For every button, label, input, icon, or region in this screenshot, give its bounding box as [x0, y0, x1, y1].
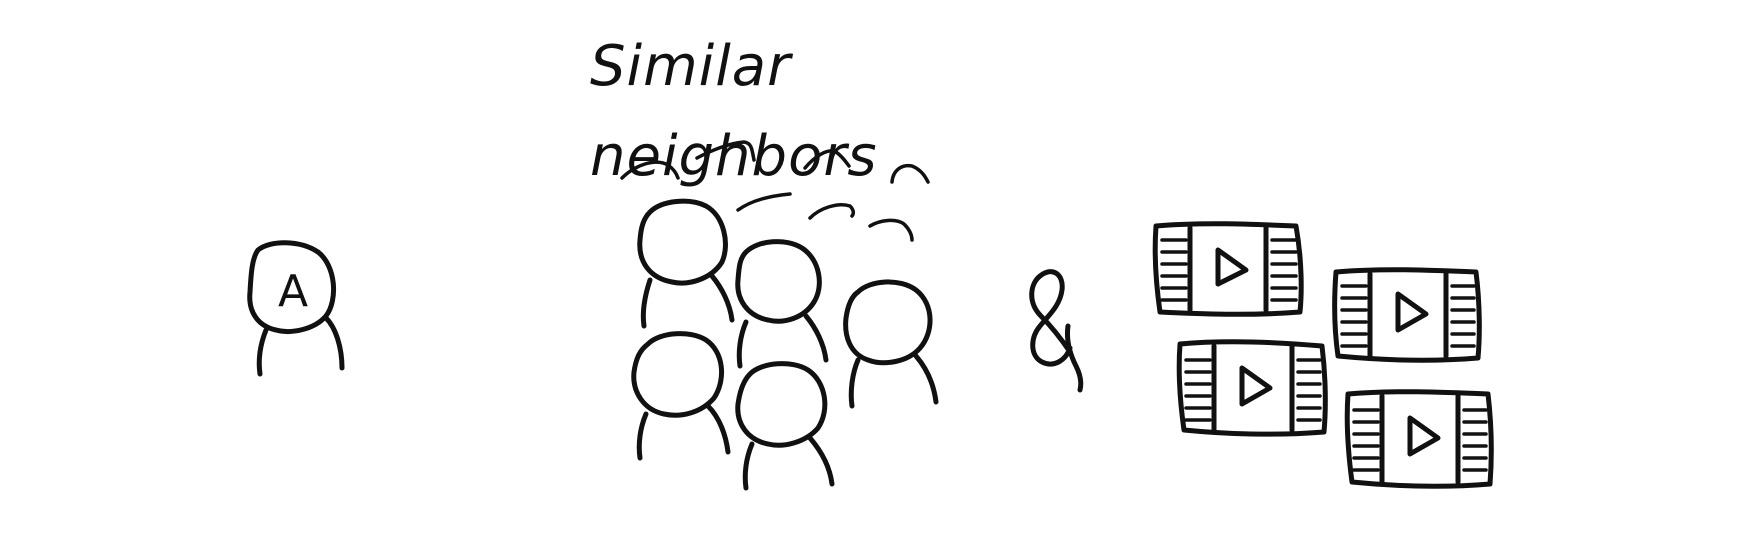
neighbor-2-right-shoulder [803, 313, 829, 363]
neighbor-hair-3 [803, 149, 851, 170]
diagram-title: Similar neighbors [590, 34, 878, 189]
video-card-2 [1332, 267, 1482, 363]
video-card-1-perf-left [1160, 238, 1188, 302]
neighbor-3-left-shoulder [848, 357, 861, 409]
video-card-4-perf-left [1352, 408, 1380, 472]
neighbor-hair-7 [868, 218, 914, 242]
video-card-1-perf-right [1270, 238, 1298, 302]
video-card-3-perf-left [1184, 358, 1212, 422]
video-card-3-play-icon [1239, 365, 1273, 407]
neighbor-hair-2 [695, 140, 756, 162]
video-card-3-frame [1176, 339, 1328, 437]
user-a-figure: A [247, 240, 345, 377]
user-a-label: A [278, 266, 308, 317]
video-card-4 [1344, 389, 1494, 489]
neighbor-hair-6 [808, 203, 856, 220]
neighbor-1-head [637, 198, 728, 286]
neighbor-1-right-shoulder [709, 273, 735, 323]
neighbor-hair-4 [890, 163, 930, 184]
video-card-4-play-icon [1407, 415, 1441, 457]
user-a-left-shoulder [256, 327, 269, 377]
neighbor-2-left-shoulder [736, 319, 749, 369]
items-group [1152, 221, 1494, 489]
user-a-right-shoulder [323, 315, 345, 371]
video-card-2-perf-left [1340, 284, 1368, 348]
neighbor-4-right-shoulder [705, 403, 731, 455]
ampersand-text: & [1040, 389, 1042, 391]
video-card-1-frame [1152, 221, 1304, 317]
video-card-3 [1176, 339, 1328, 437]
video-card-2-perf-right [1450, 284, 1476, 348]
neighbor-3-head [843, 279, 933, 366]
neighbors-group [620, 140, 939, 491]
ampersand-stroke [1029, 269, 1084, 393]
neighbor-hair-5 [736, 192, 792, 212]
video-card-2-frame [1332, 267, 1482, 363]
neighbor-4-head [631, 331, 725, 418]
video-card-1 [1152, 221, 1304, 317]
neighbor-2-head [735, 239, 822, 324]
neighbor-4-left-shoulder [636, 411, 649, 461]
video-card-4-frame [1344, 389, 1494, 489]
neighbor-5-left-shoulder [742, 441, 755, 491]
neighbor-3-right-shoulder [913, 353, 939, 405]
user-a-head [247, 240, 337, 334]
neighbor-1-left-shoulder [640, 277, 653, 329]
video-card-1-play-icon [1215, 247, 1249, 287]
neighbor-hair-1 [620, 160, 680, 180]
video-card-2-play-icon [1395, 291, 1429, 333]
video-card-3-perf-right [1296, 358, 1322, 422]
ampersand-connector: & [1029, 269, 1084, 393]
neighbor-5-head [735, 361, 828, 448]
video-card-4-perf-right [1462, 408, 1488, 472]
neighbor-5-right-shoulder [807, 435, 835, 487]
